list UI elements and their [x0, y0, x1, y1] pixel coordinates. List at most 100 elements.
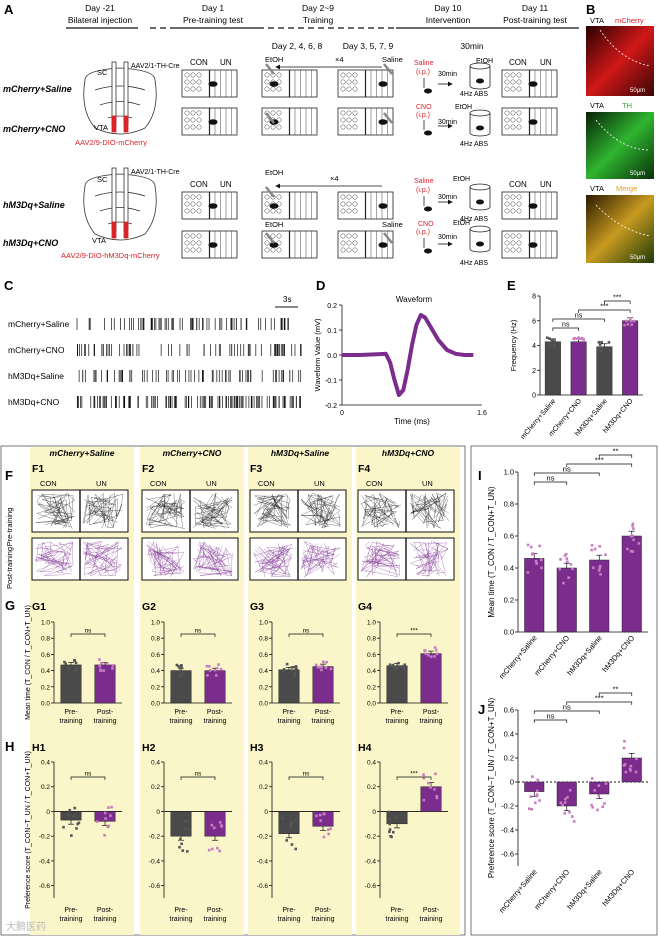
subpanel-label: H3: [250, 742, 264, 754]
floor-texture-dot: [196, 194, 202, 200]
pipette-icon: [265, 232, 275, 244]
floor-texture-dot: [264, 247, 270, 253]
trajectory-trace: [316, 494, 335, 523]
data-point: [526, 571, 530, 574]
data-point: [590, 548, 593, 552]
floor-texture-dot: [184, 247, 190, 253]
floor-texture-dot: [184, 86, 190, 92]
x-category-label: training: [60, 718, 83, 725]
data-point: [572, 820, 576, 823]
data-point: [181, 849, 185, 852]
trajectory-trace: [156, 543, 180, 560]
data-point: [567, 576, 571, 579]
trajectory-trace: [198, 546, 220, 570]
floor-texture-dot: [510, 117, 516, 123]
subpanel-label: G2: [142, 601, 156, 613]
un-label-pre-2: UN: [220, 180, 232, 189]
vta-b-2: VTA: [590, 101, 604, 110]
floor-texture-dot: [264, 124, 270, 130]
data-point: [98, 664, 102, 668]
data-point: [95, 820, 99, 823]
floor-texture-dot: [270, 110, 276, 116]
floor-texture-dot: [346, 110, 352, 116]
data-point: [185, 850, 189, 853]
data-point: [206, 674, 209, 677]
floor-texture-dot: [510, 86, 516, 92]
data-point: [423, 649, 427, 652]
panel-e: E 02468mCherry+SalinemCherry+CNOhM3Dq+Sa…: [507, 278, 643, 441]
y-tick-label: 0.2: [151, 684, 160, 691]
floor-texture-dot: [504, 79, 510, 85]
trajectory-trace: [193, 500, 219, 526]
x-category-label: Post-: [207, 709, 224, 716]
floor-texture-dot: [190, 247, 196, 253]
data-point: [187, 828, 191, 831]
data-point: [215, 666, 219, 670]
trajectory-trace: [95, 493, 113, 528]
trajectory-trace: [146, 505, 186, 529]
floor-texture-dot: [196, 86, 202, 92]
min30-3: 30min: [438, 194, 457, 201]
trajectory-trace: [147, 541, 185, 575]
sig-bracket: [533, 472, 600, 476]
x-category-label: training: [312, 718, 335, 725]
watermark: 大鹏医药: [6, 920, 46, 933]
floor-texture-dot: [504, 201, 510, 207]
virus-th-cre-1: AAV2/1-TH-Cre: [131, 63, 180, 70]
data-point: [388, 830, 391, 834]
x-category-label: Pre-: [174, 709, 188, 716]
y-tick-label: 0.6: [259, 652, 268, 659]
data-point: [327, 832, 330, 836]
mcherry-label: mCherry: [615, 16, 644, 25]
y-tick-label: 1.0: [504, 468, 514, 477]
x-category-label: training: [278, 916, 301, 923]
th-label: TH: [622, 101, 632, 110]
data-point: [388, 822, 391, 826]
data-point: [637, 542, 641, 545]
pipette-icon: [383, 112, 393, 124]
y-tick-label: 0.6: [151, 652, 160, 659]
trajectory-trace: [174, 498, 185, 529]
x-category-label: hM3Dq+CNO: [600, 633, 636, 674]
mouse-icon: [528, 242, 538, 248]
label-30min-top: 30min: [460, 41, 483, 51]
data-point: [388, 828, 392, 831]
data-point: [629, 764, 633, 768]
data-point: [526, 543, 530, 547]
trajectory-trace: [44, 547, 73, 576]
mean-time-summary-chart: 0.00.20.40.60.81.0mCherry+SalinemCherry+…: [487, 447, 648, 681]
ip-label-1: (i.p.): [416, 69, 430, 76]
sig-label: ns: [85, 628, 93, 635]
sig-bracket: [70, 776, 106, 780]
trajectory-trace: [197, 543, 229, 575]
sig-bracket: [533, 481, 568, 485]
cylinder-body: [469, 187, 491, 211]
y-tick-label: 0: [510, 778, 514, 787]
trajectory-trace: [195, 566, 233, 576]
trajectory-trace: [301, 553, 314, 570]
x-category-label: training: [170, 718, 193, 725]
sig-bracket: [396, 633, 432, 637]
data-point: [530, 807, 533, 811]
merge-label: Merge: [616, 184, 637, 193]
data-point: [210, 847, 214, 851]
data-point: [325, 660, 328, 664]
data-point: [212, 826, 216, 830]
data-point: [622, 746, 626, 750]
cylinder-top: [469, 183, 491, 191]
y-tick-label: 0.2: [259, 684, 268, 691]
trajectory-trace: [153, 545, 185, 576]
preference-chart: 0.4 0.2 0 -0.2 -0.4 -0.6 ns: [257, 760, 340, 898]
mouse-icon: [528, 203, 538, 209]
y-tick-label: 0.0: [504, 628, 514, 637]
saline-label-1: Saline: [382, 55, 403, 64]
data-point: [75, 827, 78, 830]
trajectory-trace: [87, 546, 122, 575]
mouse-icon: [269, 242, 279, 248]
trajectory-trace: [360, 496, 385, 517]
trajectory-trace: [362, 496, 387, 526]
bar: [524, 558, 545, 633]
trajectory-trace: [410, 493, 445, 518]
floor-texture-dot: [504, 124, 510, 130]
